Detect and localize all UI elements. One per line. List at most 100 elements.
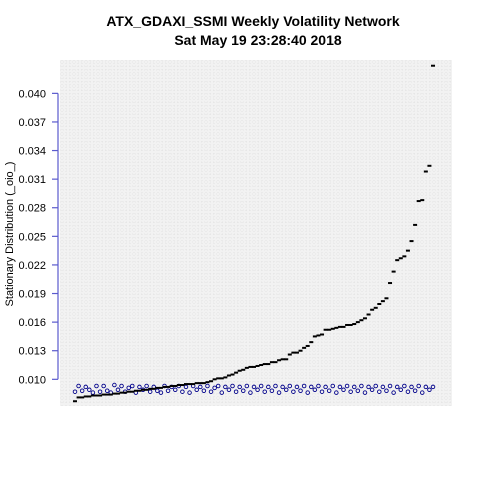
series-b-point — [366, 384, 371, 390]
series-b-point — [348, 389, 353, 394]
series-b-point — [341, 387, 346, 393]
series-b-point — [344, 383, 350, 389]
series-b-point — [409, 384, 414, 390]
series-b-point — [291, 389, 296, 394]
series-b-point — [97, 389, 103, 394]
series-b-point — [198, 384, 203, 390]
y-tick-label: 0.016 — [18, 317, 46, 329]
series-b-point — [172, 387, 178, 393]
series-b-point — [212, 385, 217, 391]
series-b-point — [230, 383, 235, 389]
series-b-point — [255, 387, 260, 393]
series-b-point — [351, 384, 357, 390]
y-tick-label: 0.022 — [18, 260, 46, 272]
series-b-point — [183, 384, 189, 390]
series-b-point — [87, 387, 92, 393]
series-b-point — [398, 387, 404, 393]
series-b-point — [208, 389, 214, 394]
series-b-point — [312, 387, 318, 393]
series-b-point — [233, 389, 239, 394]
series-b-point — [101, 383, 106, 389]
y-tick-label: 0.010 — [18, 374, 46, 386]
series-b-point — [119, 383, 124, 389]
series-b-point — [298, 388, 303, 393]
series-b-point — [83, 384, 88, 390]
series-b-point — [380, 384, 386, 390]
series-b-point — [391, 390, 396, 395]
series-b-point — [187, 390, 192, 395]
series-b-point — [430, 384, 436, 390]
series-b-point — [326, 388, 332, 393]
series-b-point — [337, 384, 343, 390]
y-tick-label: 0.034 — [18, 146, 46, 158]
series-b-point — [94, 383, 99, 389]
series-b-point — [244, 383, 250, 389]
series-b-point — [405, 389, 411, 394]
series-b-point — [276, 390, 282, 395]
series-b-point — [359, 383, 364, 389]
series-b-point — [237, 384, 242, 390]
series-b-point — [251, 384, 257, 390]
series-b-point — [387, 383, 393, 389]
series-b-point — [416, 383, 421, 389]
y-tick-label: 0.028 — [18, 203, 46, 215]
series-b-point — [301, 383, 307, 389]
series-b-point — [126, 385, 131, 391]
series-b-point — [104, 388, 110, 393]
series-b-point — [266, 384, 271, 390]
series-b-point — [334, 390, 339, 395]
y-tick-label: 0.013 — [18, 346, 46, 358]
series-b-point — [384, 388, 389, 393]
series-b-point — [205, 383, 210, 389]
series-b-point — [362, 390, 368, 395]
series-b-point — [294, 384, 300, 390]
series-b-point — [369, 387, 375, 393]
series-b-point — [258, 383, 264, 389]
series-b-point — [355, 388, 361, 393]
series-b-point — [158, 390, 164, 395]
series-b-point — [79, 388, 85, 393]
series-b-point — [280, 384, 285, 390]
y-tick-label: 0.037 — [18, 117, 46, 129]
plot-grid — [60, 60, 452, 406]
series-b-point — [423, 384, 429, 390]
series-b-point — [130, 383, 135, 389]
series-b-point — [241, 388, 246, 393]
series-b-point — [287, 383, 293, 389]
y-tick-label: 0.040 — [18, 88, 46, 100]
series-b-point — [72, 389, 78, 394]
series-b-point — [262, 389, 267, 394]
series-b-point — [115, 387, 121, 393]
series-b-point — [165, 388, 171, 393]
y-tick-label: 0.031 — [18, 174, 46, 186]
series-b-point — [76, 383, 81, 389]
series-b-point — [330, 383, 336, 389]
series-b-point — [201, 388, 207, 393]
series-b-point — [194, 387, 199, 393]
series-b-point — [147, 389, 153, 394]
chart-subtitle: Sat May 19 23:28:40 2018 — [174, 32, 342, 48]
plot-area — [60, 60, 452, 406]
series-b-point — [215, 383, 221, 389]
series-b-point — [377, 389, 382, 394]
series-b-point — [420, 390, 425, 395]
series-b-point — [373, 383, 378, 389]
y-tick-label: 0.025 — [18, 231, 46, 243]
y-axis-label: Stationary Distribution (_oio_) — [4, 162, 16, 307]
series-b-point — [90, 390, 96, 395]
series-b-point — [412, 388, 418, 393]
series-b-point — [273, 383, 278, 389]
series-b-point — [305, 390, 310, 395]
series-b-point — [219, 390, 225, 395]
series-b-point — [144, 383, 149, 389]
series-a-marks — [73, 64, 435, 403]
series-b-point — [323, 384, 328, 390]
series-b-point — [112, 382, 117, 388]
series-b-point — [427, 387, 432, 393]
series-b-point — [269, 388, 275, 393]
series-b-point — [248, 390, 253, 395]
series-b-point — [316, 383, 321, 389]
series-b-point — [283, 387, 289, 393]
series-b-point — [180, 389, 185, 394]
